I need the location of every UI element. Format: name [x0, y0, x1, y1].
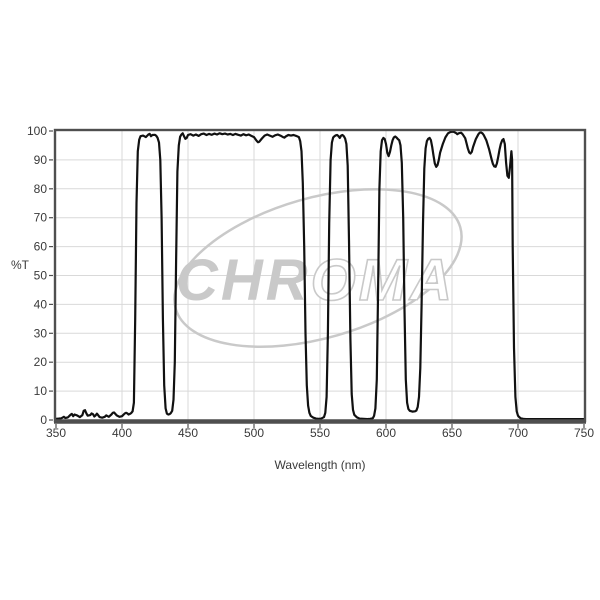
y-tick-label: 90	[34, 153, 48, 167]
y-tick-label: 0	[40, 413, 47, 427]
x-tick-label: 750	[574, 426, 594, 440]
x-tick-label: 500	[244, 426, 264, 440]
y-tick-label: 70	[34, 211, 48, 225]
y-tick-label: 10	[34, 384, 48, 398]
x-tick-label: 450	[178, 426, 198, 440]
y-axis-title: %T	[11, 258, 29, 272]
chroma-watermark: CHROMA	[173, 188, 463, 348]
y-tick-label: 40	[34, 297, 48, 311]
axis-ticks: 350 400 450 500 550 600 650 700 750 0 10 20 30 40 50 60…	[27, 124, 594, 440]
y-tick-label: 60	[34, 240, 48, 254]
x-tick-label: 550	[310, 426, 330, 440]
y-tick-label: 50	[34, 269, 48, 283]
plot-frame	[53, 128, 587, 424]
x-tick-label: 600	[376, 426, 396, 440]
x-tick-label: 350	[46, 426, 66, 440]
transmission-curve	[54, 130, 586, 421]
transmission-curve-layer	[54, 130, 586, 421]
x-tick-label: 700	[508, 426, 528, 440]
watermark-text: CHROMA	[176, 248, 455, 313]
gridlines	[56, 131, 584, 420]
x-tick-label: 650	[442, 426, 462, 440]
y-tick-label: 80	[34, 182, 48, 196]
y-tick-label: 30	[34, 326, 48, 340]
x-axis-title: Wavelength (nm)	[274, 458, 366, 472]
y-tick-label: 20	[34, 355, 48, 369]
y-tick-label: 100	[27, 124, 47, 138]
x-tick-label: 400	[112, 426, 132, 440]
